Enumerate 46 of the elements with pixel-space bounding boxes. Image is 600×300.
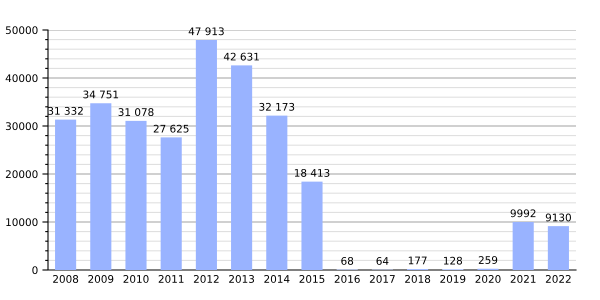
data-label: 18 413 bbox=[294, 168, 330, 177]
x-tick-label: 2015 bbox=[300, 275, 324, 283]
x-tick-label: 2018 bbox=[405, 275, 430, 283]
data-label: 31 078 bbox=[118, 108, 154, 116]
data-label: 42 631 bbox=[224, 52, 259, 61]
x-tick-label: 2009 bbox=[88, 275, 114, 283]
bar bbox=[90, 103, 112, 270]
x-tick-label: 2008 bbox=[53, 275, 78, 283]
y-tick-label: 50000 bbox=[6, 26, 38, 34]
x-tick-label: 2016 bbox=[334, 275, 360, 283]
x-tick-label: 2013 bbox=[229, 275, 254, 283]
bar bbox=[55, 120, 76, 270]
x-tick-label: 2022 bbox=[546, 275, 571, 283]
bar bbox=[125, 120, 147, 270]
y-tick-label: 10000 bbox=[6, 218, 38, 226]
y-tick-label: 20000 bbox=[6, 170, 38, 178]
data-label: 27 625 bbox=[154, 124, 189, 133]
y-tick-label: 40000 bbox=[6, 74, 38, 82]
bar bbox=[160, 137, 182, 270]
bar bbox=[196, 40, 217, 270]
x-tick-label: 2014 bbox=[264, 275, 290, 283]
y-tick-label: 0 bbox=[32, 266, 38, 274]
bar bbox=[266, 116, 288, 270]
x-tick-label: 2020 bbox=[476, 275, 501, 283]
x-tick-label: 2012 bbox=[194, 275, 219, 283]
data-label: 128 bbox=[444, 256, 462, 265]
bar bbox=[301, 182, 323, 270]
x-tick-label: 2017 bbox=[370, 275, 395, 283]
x-tick-label: 2021 bbox=[510, 275, 536, 283]
data-label: 34 751 bbox=[83, 90, 118, 98]
data-label: 31 332 bbox=[48, 106, 83, 115]
bar bbox=[231, 65, 252, 270]
bar bbox=[512, 222, 534, 270]
data-label: 32 173 bbox=[259, 102, 294, 111]
x-tick-label: 2011 bbox=[158, 275, 184, 283]
x-tick-label: 2010 bbox=[124, 275, 149, 283]
data-label: 259 bbox=[478, 256, 498, 264]
data-label: 68 bbox=[341, 257, 354, 265]
data-label: 47 913 bbox=[188, 27, 224, 36]
y-tick-label: 30000 bbox=[6, 122, 38, 130]
data-label: 177 bbox=[408, 256, 427, 264]
data-label: 9992 bbox=[510, 209, 536, 218]
bar bbox=[548, 226, 569, 270]
data-label: 64 bbox=[376, 257, 388, 265]
x-tick-label: 2019 bbox=[440, 275, 466, 283]
data-label: 9130 bbox=[546, 214, 571, 222]
